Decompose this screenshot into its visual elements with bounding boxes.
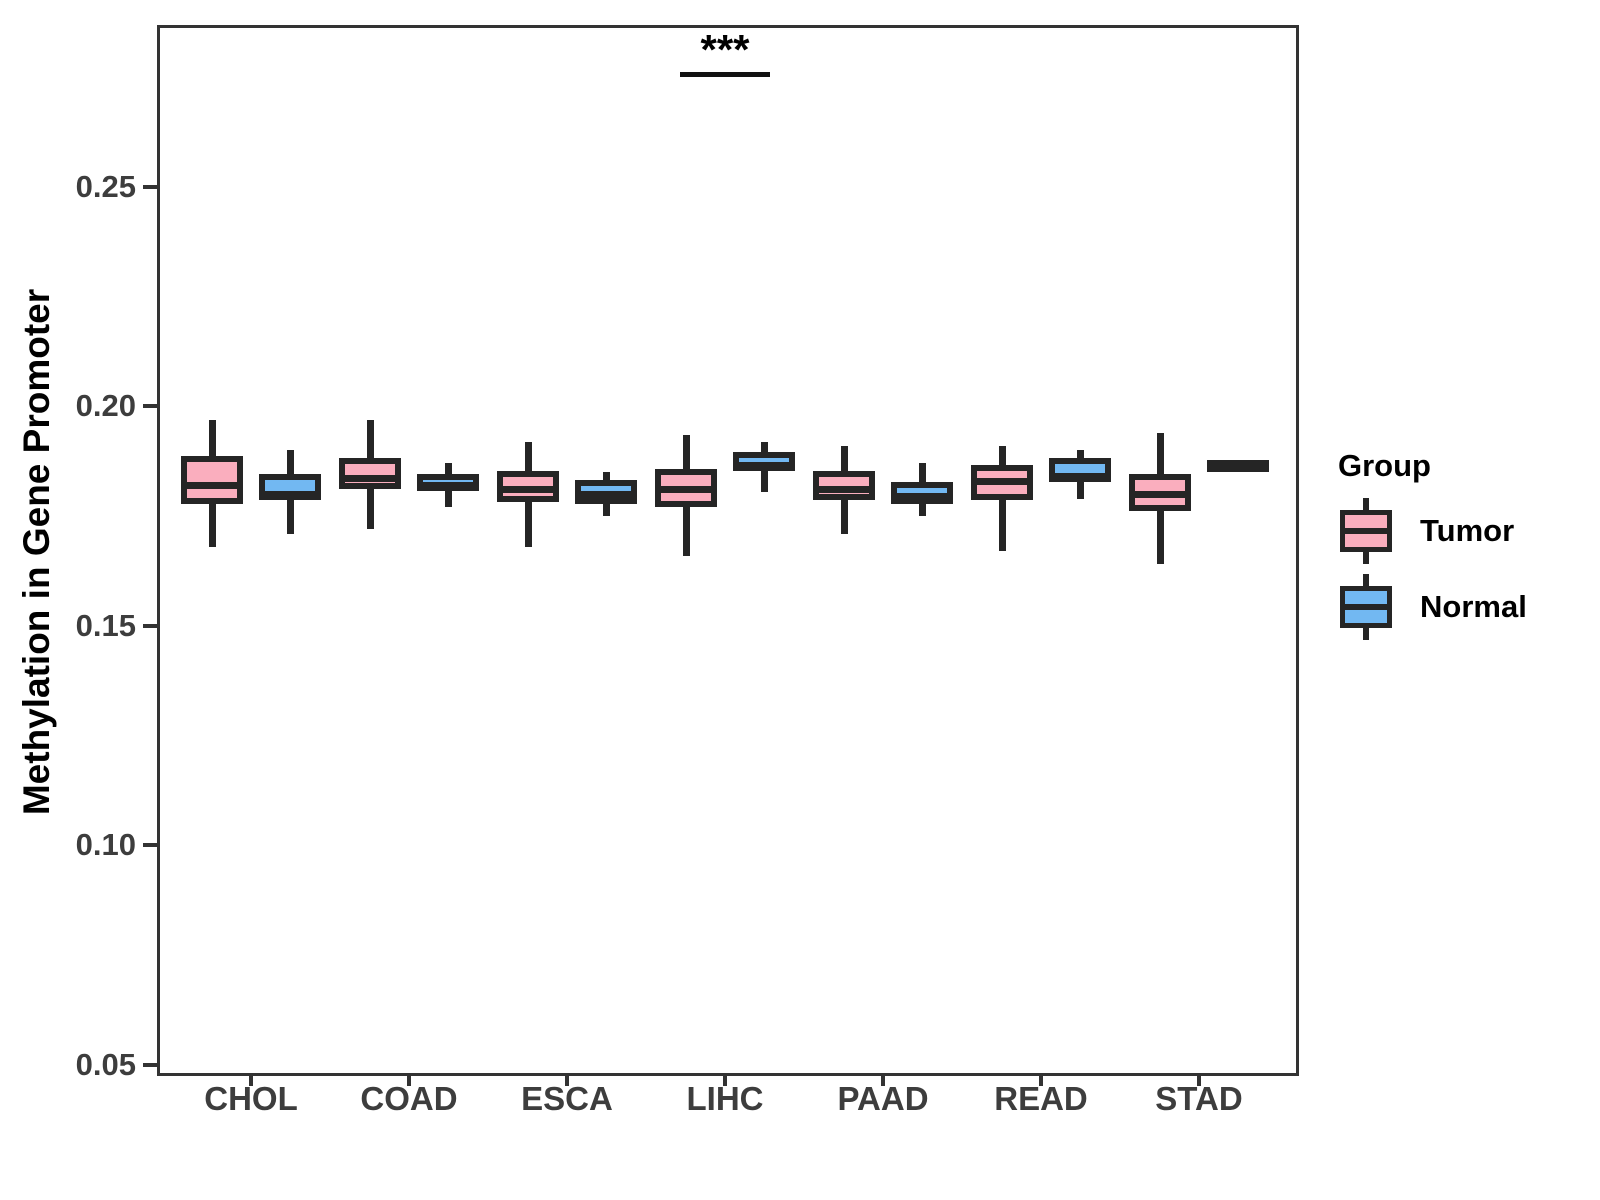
y-tick-label: 0.25 (75, 168, 136, 204)
normal-box-paad-median (894, 492, 950, 500)
x-tick-label-esca: ESCA (521, 1080, 613, 1117)
y-tick-label: 0.15 (75, 607, 136, 643)
x-axis-tick (565, 1073, 569, 1086)
x-axis-tick (723, 1073, 727, 1086)
x-axis-tick (881, 1073, 885, 1086)
tumor-box-paad-median (816, 486, 872, 494)
plot-panel (157, 25, 1299, 1076)
x-tick-label-read: READ (994, 1080, 1088, 1117)
y-axis-tick (143, 184, 157, 189)
x-tick-label-chol: CHOL (204, 1080, 298, 1117)
legend: Group Tumor Normal (1338, 448, 1598, 640)
legend-item-normal: Normal (1338, 574, 1598, 640)
normal-boxplot-swatch-icon (1338, 574, 1394, 640)
normal-box-chol-median (262, 490, 318, 498)
tumor-box-coad-median (342, 475, 398, 483)
tumor-box-chol-median (184, 481, 240, 489)
tumor-box-coad (339, 458, 401, 489)
normal-box-lihc-median (736, 462, 792, 470)
tumor-box-esca-median (500, 486, 556, 494)
legend-label-tumor: Tumor (1420, 513, 1515, 548)
legend-label-normal: Normal (1420, 589, 1527, 624)
tumor-box-stad-median (1132, 490, 1188, 498)
y-tick-label: 0.20 (75, 388, 136, 424)
tumor-boxplot-swatch-icon (1338, 498, 1394, 564)
normal-box-coad-median (420, 481, 476, 489)
tumor-box-paad (813, 471, 875, 500)
normal-box-stad-median (1210, 459, 1266, 467)
x-axis-tick (407, 1073, 411, 1086)
x-tick-label-lihc: LIHC (686, 1080, 764, 1117)
normal-box-read-median (1052, 473, 1108, 481)
legend-item-tumor: Tumor (1338, 498, 1598, 564)
significance-stars: *** (700, 26, 750, 74)
normal-box-esca-median (578, 490, 634, 498)
x-tick-label-coad: COAD (360, 1080, 458, 1117)
y-axis-tick (143, 404, 157, 409)
y-axis-tick (143, 623, 157, 628)
x-tick-label-paad: PAAD (837, 1080, 929, 1117)
x-axis-tick (1197, 1073, 1201, 1086)
x-axis-tick (1039, 1073, 1043, 1086)
y-axis-tick (143, 1062, 157, 1067)
tumor-box-lihc-median (658, 486, 714, 494)
tumor-box-read-median (974, 477, 1030, 485)
y-axis-tick (143, 843, 157, 848)
x-axis-tick (249, 1073, 253, 1086)
significance-bar (680, 71, 770, 77)
legend-title: Group (1338, 448, 1431, 483)
y-tick-label: 0.10 (75, 827, 136, 863)
tumor-box-chol (181, 456, 243, 505)
x-tick-label-stad: STAD (1155, 1080, 1243, 1117)
y-tick-label: 0.05 (75, 1046, 136, 1082)
